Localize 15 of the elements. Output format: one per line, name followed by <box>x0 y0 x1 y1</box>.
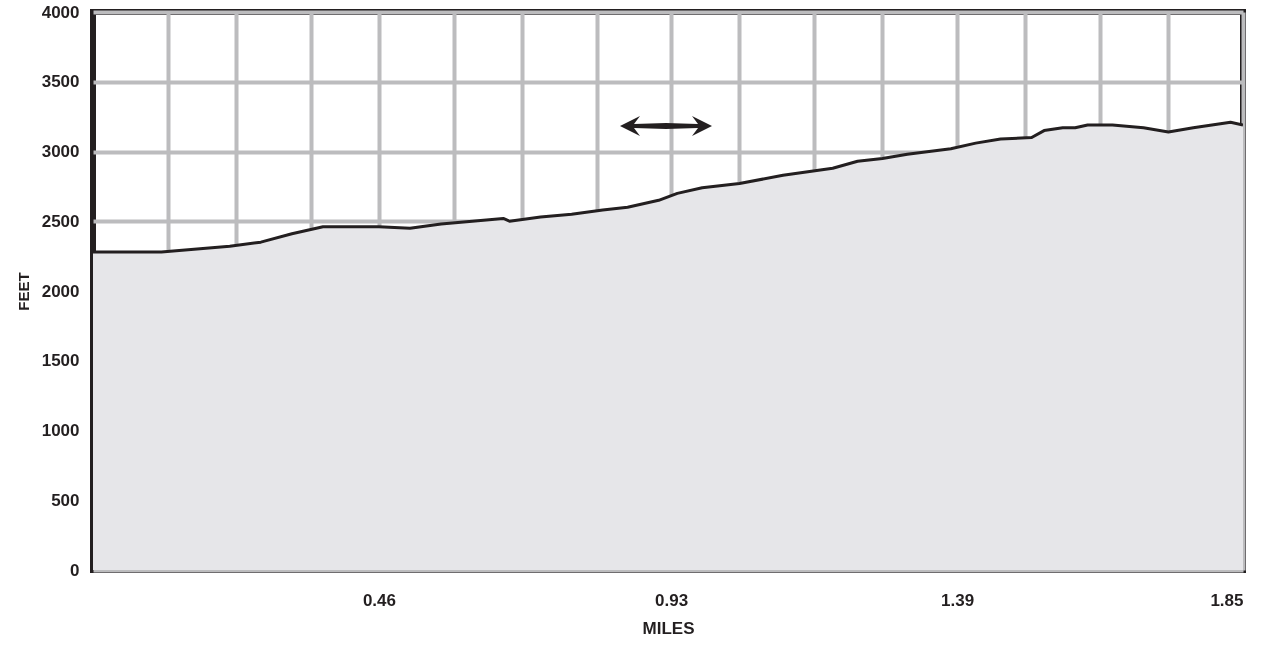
y-tick-label: 2500 <box>41 211 80 231</box>
y-tick-label: 500 <box>51 490 80 510</box>
y-tick-label: 3500 <box>41 72 80 92</box>
x-tick-label: 0.46 <box>362 590 396 610</box>
x-tick-label: 0.93 <box>655 590 689 610</box>
y-tick-label: 3000 <box>41 142 80 161</box>
y-axis-title: FEET <box>14 272 32 311</box>
y-tick-label: 2000 <box>41 281 80 301</box>
y-tick-label: 4000 <box>41 2 80 22</box>
x-tick-label: 1.85 <box>1210 590 1244 610</box>
y-tick-label: 1000 <box>41 421 80 440</box>
x-tick-label: 1.39 <box>941 590 975 610</box>
x-axis-title: MILES <box>642 618 695 638</box>
y-tick-label: 1500 <box>41 351 80 371</box>
y-tick-label: 0 <box>70 560 80 580</box>
